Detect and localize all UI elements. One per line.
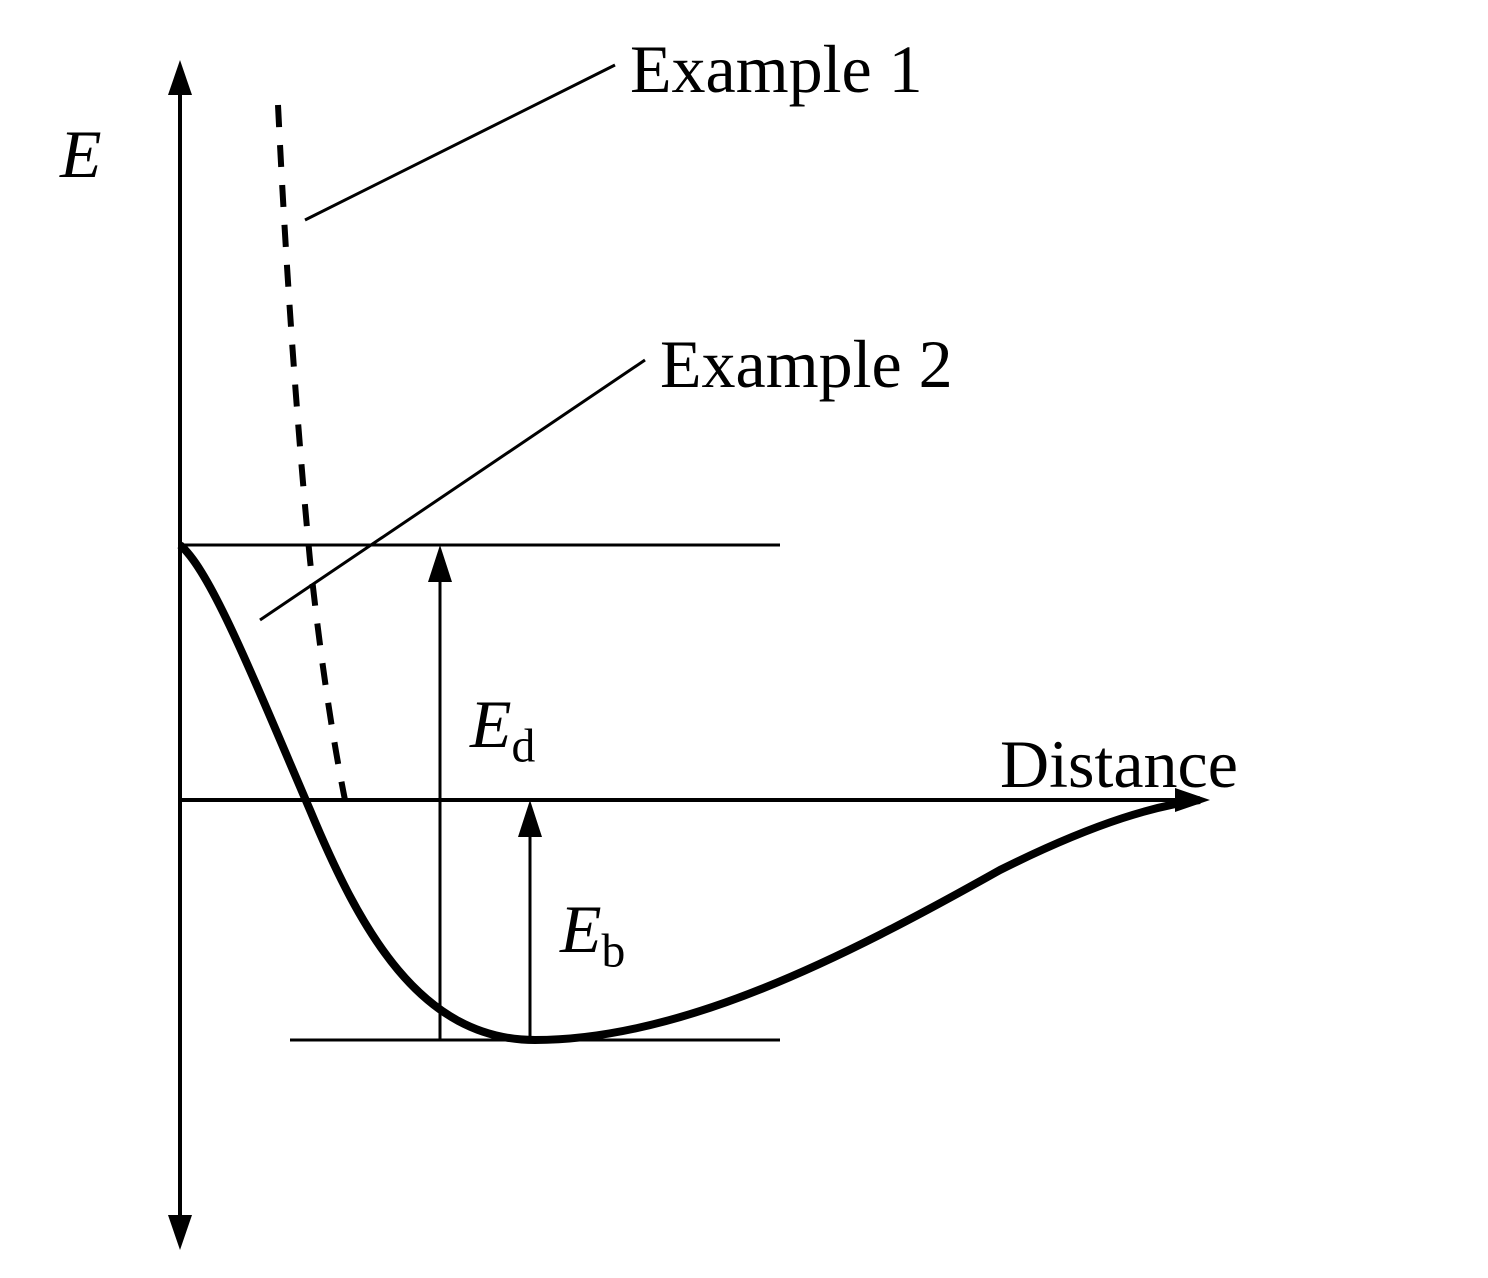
eb-main: E <box>560 891 602 967</box>
y-axis-arrow-up <box>168 60 192 95</box>
y-axis-label-text: E <box>60 116 102 192</box>
repulsive-curve <box>278 105 345 800</box>
example2-label: Example 2 <box>660 325 953 404</box>
eb-label: Eb <box>560 890 625 979</box>
example2-callout-line <box>260 360 645 620</box>
ed-main: E <box>470 686 512 762</box>
ed-label: Ed <box>470 685 535 774</box>
eb-sub: b <box>602 926 626 978</box>
example2-label-text: Example 2 <box>660 326 953 402</box>
eb-arrow-head <box>518 800 542 837</box>
example1-callout-line <box>305 65 615 220</box>
diagram-svg <box>0 0 1488 1273</box>
example1-label: Example 1 <box>630 30 923 109</box>
ed-sub: d <box>512 721 536 773</box>
y-axis-label: E <box>60 115 102 194</box>
y-axis-arrow-down <box>168 1215 192 1250</box>
example1-label-text: Example 1 <box>630 31 923 107</box>
x-axis-label-text: Distance <box>1000 726 1238 802</box>
x-axis-label: Distance <box>1000 725 1238 804</box>
energy-distance-diagram: E Distance Example 1 Example 2 Ed Eb <box>0 0 1488 1273</box>
ed-arrow-head <box>428 545 452 582</box>
